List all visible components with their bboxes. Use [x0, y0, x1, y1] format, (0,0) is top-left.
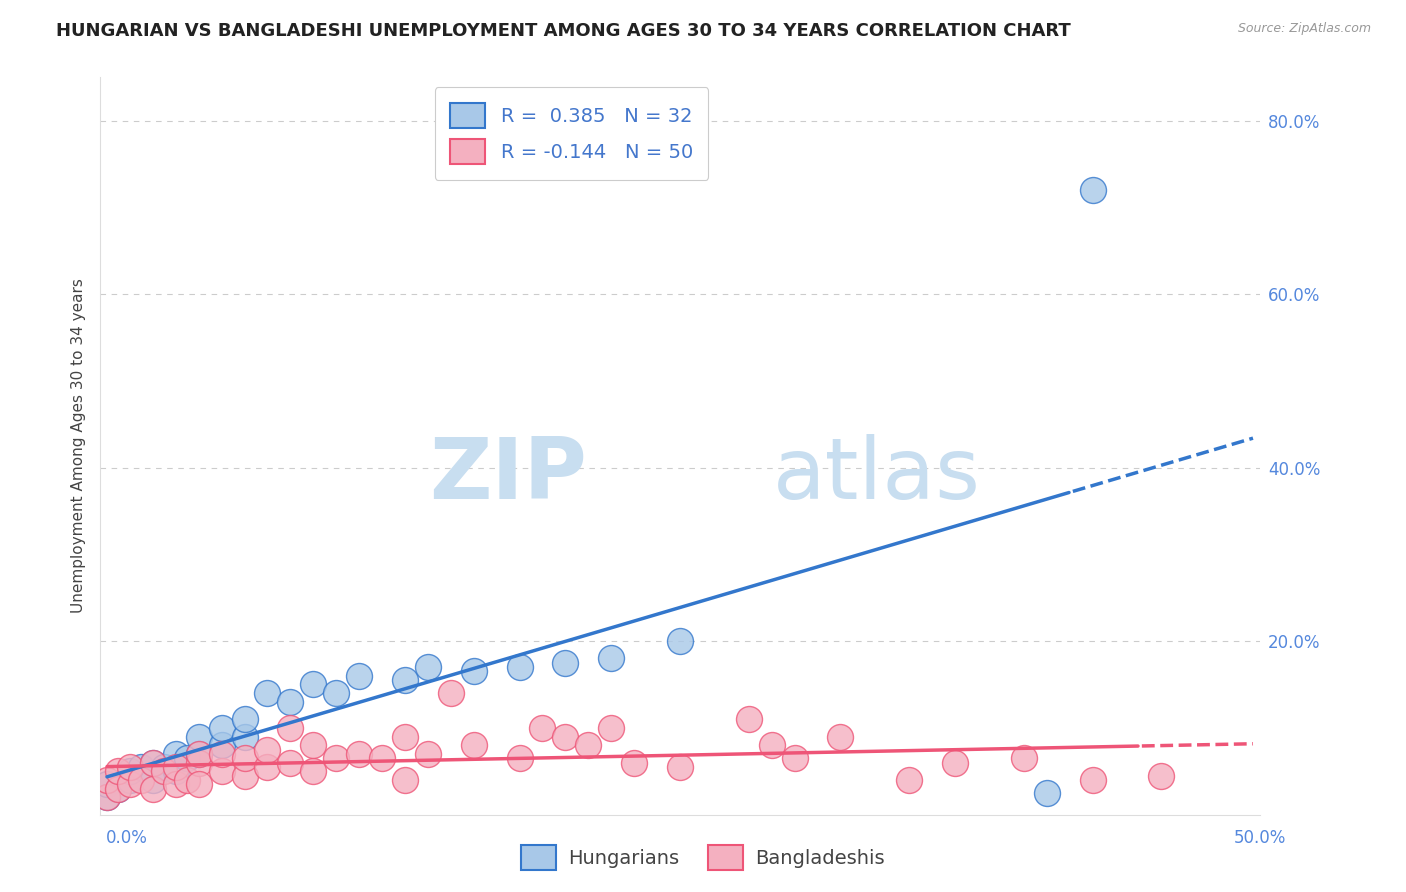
- Text: HUNGARIAN VS BANGLADESHI UNEMPLOYMENT AMONG AGES 30 TO 34 YEARS CORRELATION CHAR: HUNGARIAN VS BANGLADESHI UNEMPLOYMENT AM…: [56, 22, 1071, 40]
- Point: [211, 738, 233, 752]
- Point: [142, 756, 165, 770]
- Point: [107, 764, 129, 779]
- Point: [554, 656, 576, 670]
- Point: [142, 781, 165, 796]
- Point: [165, 760, 187, 774]
- Point: [394, 673, 416, 687]
- Point: [347, 747, 370, 761]
- Point: [669, 634, 692, 648]
- Point: [325, 686, 347, 700]
- Point: [187, 756, 209, 770]
- Point: [96, 772, 118, 787]
- Point: [131, 772, 153, 787]
- Point: [302, 764, 325, 779]
- Point: [1012, 751, 1035, 765]
- Point: [256, 760, 278, 774]
- Legend: Hungarians, Bangladeshis: Hungarians, Bangladeshis: [513, 838, 893, 878]
- Legend: R =  0.385   N = 32, R = -0.144   N = 50: R = 0.385 N = 32, R = -0.144 N = 50: [434, 87, 709, 180]
- Point: [440, 686, 463, 700]
- Point: [576, 738, 599, 752]
- Point: [176, 772, 198, 787]
- Point: [1081, 772, 1104, 787]
- Point: [761, 738, 783, 752]
- Point: [416, 747, 439, 761]
- Point: [96, 777, 118, 791]
- Point: [669, 760, 692, 774]
- Point: [187, 777, 209, 791]
- Point: [142, 756, 165, 770]
- Point: [347, 669, 370, 683]
- Point: [118, 777, 141, 791]
- Text: Source: ZipAtlas.com: Source: ZipAtlas.com: [1237, 22, 1371, 36]
- Point: [153, 760, 176, 774]
- Point: [211, 764, 233, 779]
- Point: [783, 751, 806, 765]
- Point: [463, 738, 485, 752]
- Point: [600, 651, 623, 665]
- Y-axis label: Unemployment Among Ages 30 to 34 years: Unemployment Among Ages 30 to 34 years: [72, 278, 86, 614]
- Point: [118, 772, 141, 787]
- Point: [107, 781, 129, 796]
- Point: [211, 721, 233, 735]
- Point: [371, 751, 394, 765]
- Point: [531, 721, 554, 735]
- Point: [165, 747, 187, 761]
- Point: [107, 781, 129, 796]
- Point: [600, 721, 623, 735]
- Point: [280, 721, 302, 735]
- Point: [623, 756, 645, 770]
- Point: [176, 751, 198, 765]
- Point: [118, 760, 141, 774]
- Point: [187, 730, 209, 744]
- Point: [509, 660, 531, 674]
- Point: [416, 660, 439, 674]
- Point: [187, 747, 209, 761]
- Point: [1150, 768, 1173, 782]
- Point: [280, 756, 302, 770]
- Text: atlas: atlas: [773, 434, 981, 517]
- Point: [394, 730, 416, 744]
- Point: [302, 677, 325, 691]
- Point: [96, 790, 118, 805]
- Point: [233, 712, 256, 726]
- Text: 50.0%: 50.0%: [1234, 829, 1286, 847]
- Point: [302, 738, 325, 752]
- Point: [898, 772, 921, 787]
- Point: [554, 730, 576, 744]
- Point: [280, 695, 302, 709]
- Point: [394, 772, 416, 787]
- Point: [211, 747, 233, 761]
- Point: [256, 742, 278, 756]
- Point: [142, 772, 165, 787]
- Point: [131, 760, 153, 774]
- Point: [233, 751, 256, 765]
- Point: [1081, 183, 1104, 197]
- Text: 0.0%: 0.0%: [105, 829, 148, 847]
- Point: [165, 777, 187, 791]
- Point: [943, 756, 966, 770]
- Point: [187, 747, 209, 761]
- Point: [830, 730, 852, 744]
- Point: [463, 665, 485, 679]
- Point: [509, 751, 531, 765]
- Text: ZIP: ZIP: [429, 434, 588, 517]
- Point: [165, 764, 187, 779]
- Point: [325, 751, 347, 765]
- Point: [1035, 786, 1057, 800]
- Point: [233, 768, 256, 782]
- Point: [738, 712, 761, 726]
- Point: [118, 764, 141, 779]
- Point: [256, 686, 278, 700]
- Point: [153, 764, 176, 779]
- Point: [96, 790, 118, 805]
- Point: [233, 730, 256, 744]
